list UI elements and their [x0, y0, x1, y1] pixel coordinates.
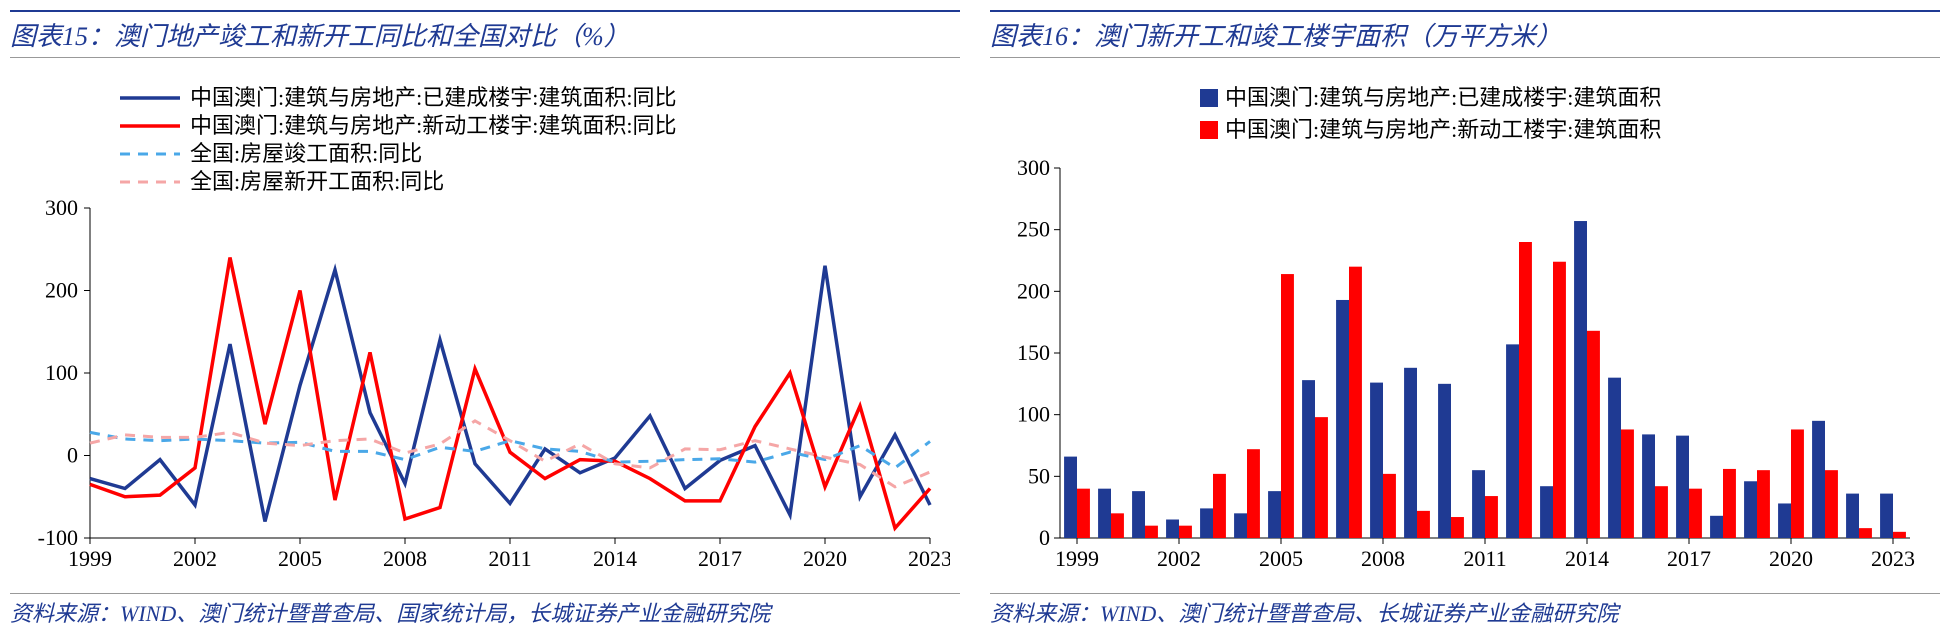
- svg-text:200: 200: [1017, 278, 1050, 303]
- chart16-panel: 图表16：澳门新开工和竣工楼宇面积（万平方米） 0 50 100 150 200 250 3…: [990, 10, 1940, 628]
- svg-text:2014: 2014: [593, 546, 637, 571]
- svg-text:2011: 2011: [488, 546, 531, 571]
- svg-text:200: 200: [45, 278, 78, 303]
- chart15-plot: -100010020030019992002200520082011201420…: [10, 58, 960, 594]
- svg-text:100: 100: [45, 360, 78, 385]
- svg-text:2020: 2020: [803, 546, 847, 571]
- svg-text:2017: 2017: [1667, 546, 1711, 571]
- chart16-title: 图表16：澳门新开工和竣工楼宇面积（万平方米）: [990, 10, 1940, 58]
- svg-text:全国:房屋新开工面积:同比: 全国:房屋新开工面积:同比: [190, 169, 444, 194]
- svg-text:2002: 2002: [173, 546, 217, 571]
- svg-text:2008: 2008: [1361, 546, 1405, 571]
- svg-text:2023: 2023: [908, 546, 950, 571]
- svg-text:2014: 2014: [1565, 546, 1609, 571]
- svg-text:全国:房屋竣工面积:同比: 全国:房屋竣工面积:同比: [190, 141, 422, 166]
- svg-text:300: 300: [45, 195, 78, 220]
- svg-text:0: 0: [67, 443, 78, 468]
- svg-text:100: 100: [1017, 402, 1050, 427]
- svg-text:300: 300: [1017, 155, 1050, 180]
- svg-text:250: 250: [1017, 217, 1050, 242]
- svg-text:中国澳门:建筑与房地产:已建成楼宇:建筑面积:同比: 中国澳门:建筑与房地产:已建成楼宇:建筑面积:同比: [190, 85, 676, 110]
- svg-text:中国澳门:建筑与房地产:新动工楼宇:建筑面积: 中国澳门:建筑与房地产:新动工楼宇:建筑面积: [1225, 117, 1661, 142]
- svg-text:50: 50: [1028, 463, 1050, 488]
- svg-text:2017: 2017: [698, 546, 742, 571]
- svg-text:2005: 2005: [1259, 546, 1303, 571]
- svg-text:0: 0: [1039, 525, 1050, 550]
- chart15-panel: 图表15：澳门地产竣工和新开工同比和全国对比（%） -1000100200300…: [10, 10, 960, 628]
- svg-text:1999: 1999: [1055, 546, 1099, 571]
- chart15-source: 资料来源：WIND、澳门统计暨普查局、国家统计局，长城证券产业金融研究院: [10, 594, 960, 628]
- svg-text:中国澳门:建筑与房地产:新动工楼宇:建筑面积:同比: 中国澳门:建筑与房地产:新动工楼宇:建筑面积:同比: [190, 113, 676, 138]
- svg-text:2005: 2005: [278, 546, 322, 571]
- svg-text:2008: 2008: [383, 546, 427, 571]
- svg-text:2002: 2002: [1157, 546, 1201, 571]
- chart16-plot: 0 50 100 150 200 250 300 1999 2002 2005 2008 2011 20…: [990, 58, 1940, 594]
- chart-container: 图表15：澳门地产竣工和新开工同比和全国对比（%） -1000100200300…: [10, 10, 1940, 628]
- svg-text:中国澳门:建筑与房地产:已建成楼宇:建筑面积: 中国澳门:建筑与房地产:已建成楼宇:建筑面积: [1225, 85, 1661, 110]
- svg-text:2020: 2020: [1769, 546, 1813, 571]
- chart16-source: 资料来源：WIND、澳门统计暨普查局、长城证券产业金融研究院: [990, 594, 1940, 628]
- chart15-title: 图表15：澳门地产竣工和新开工同比和全国对比（%）: [10, 10, 960, 58]
- svg-text:2023: 2023: [1871, 546, 1915, 571]
- svg-text:1999: 1999: [68, 546, 112, 571]
- svg-text:2011: 2011: [1463, 546, 1506, 571]
- svg-text:150: 150: [1017, 340, 1050, 365]
